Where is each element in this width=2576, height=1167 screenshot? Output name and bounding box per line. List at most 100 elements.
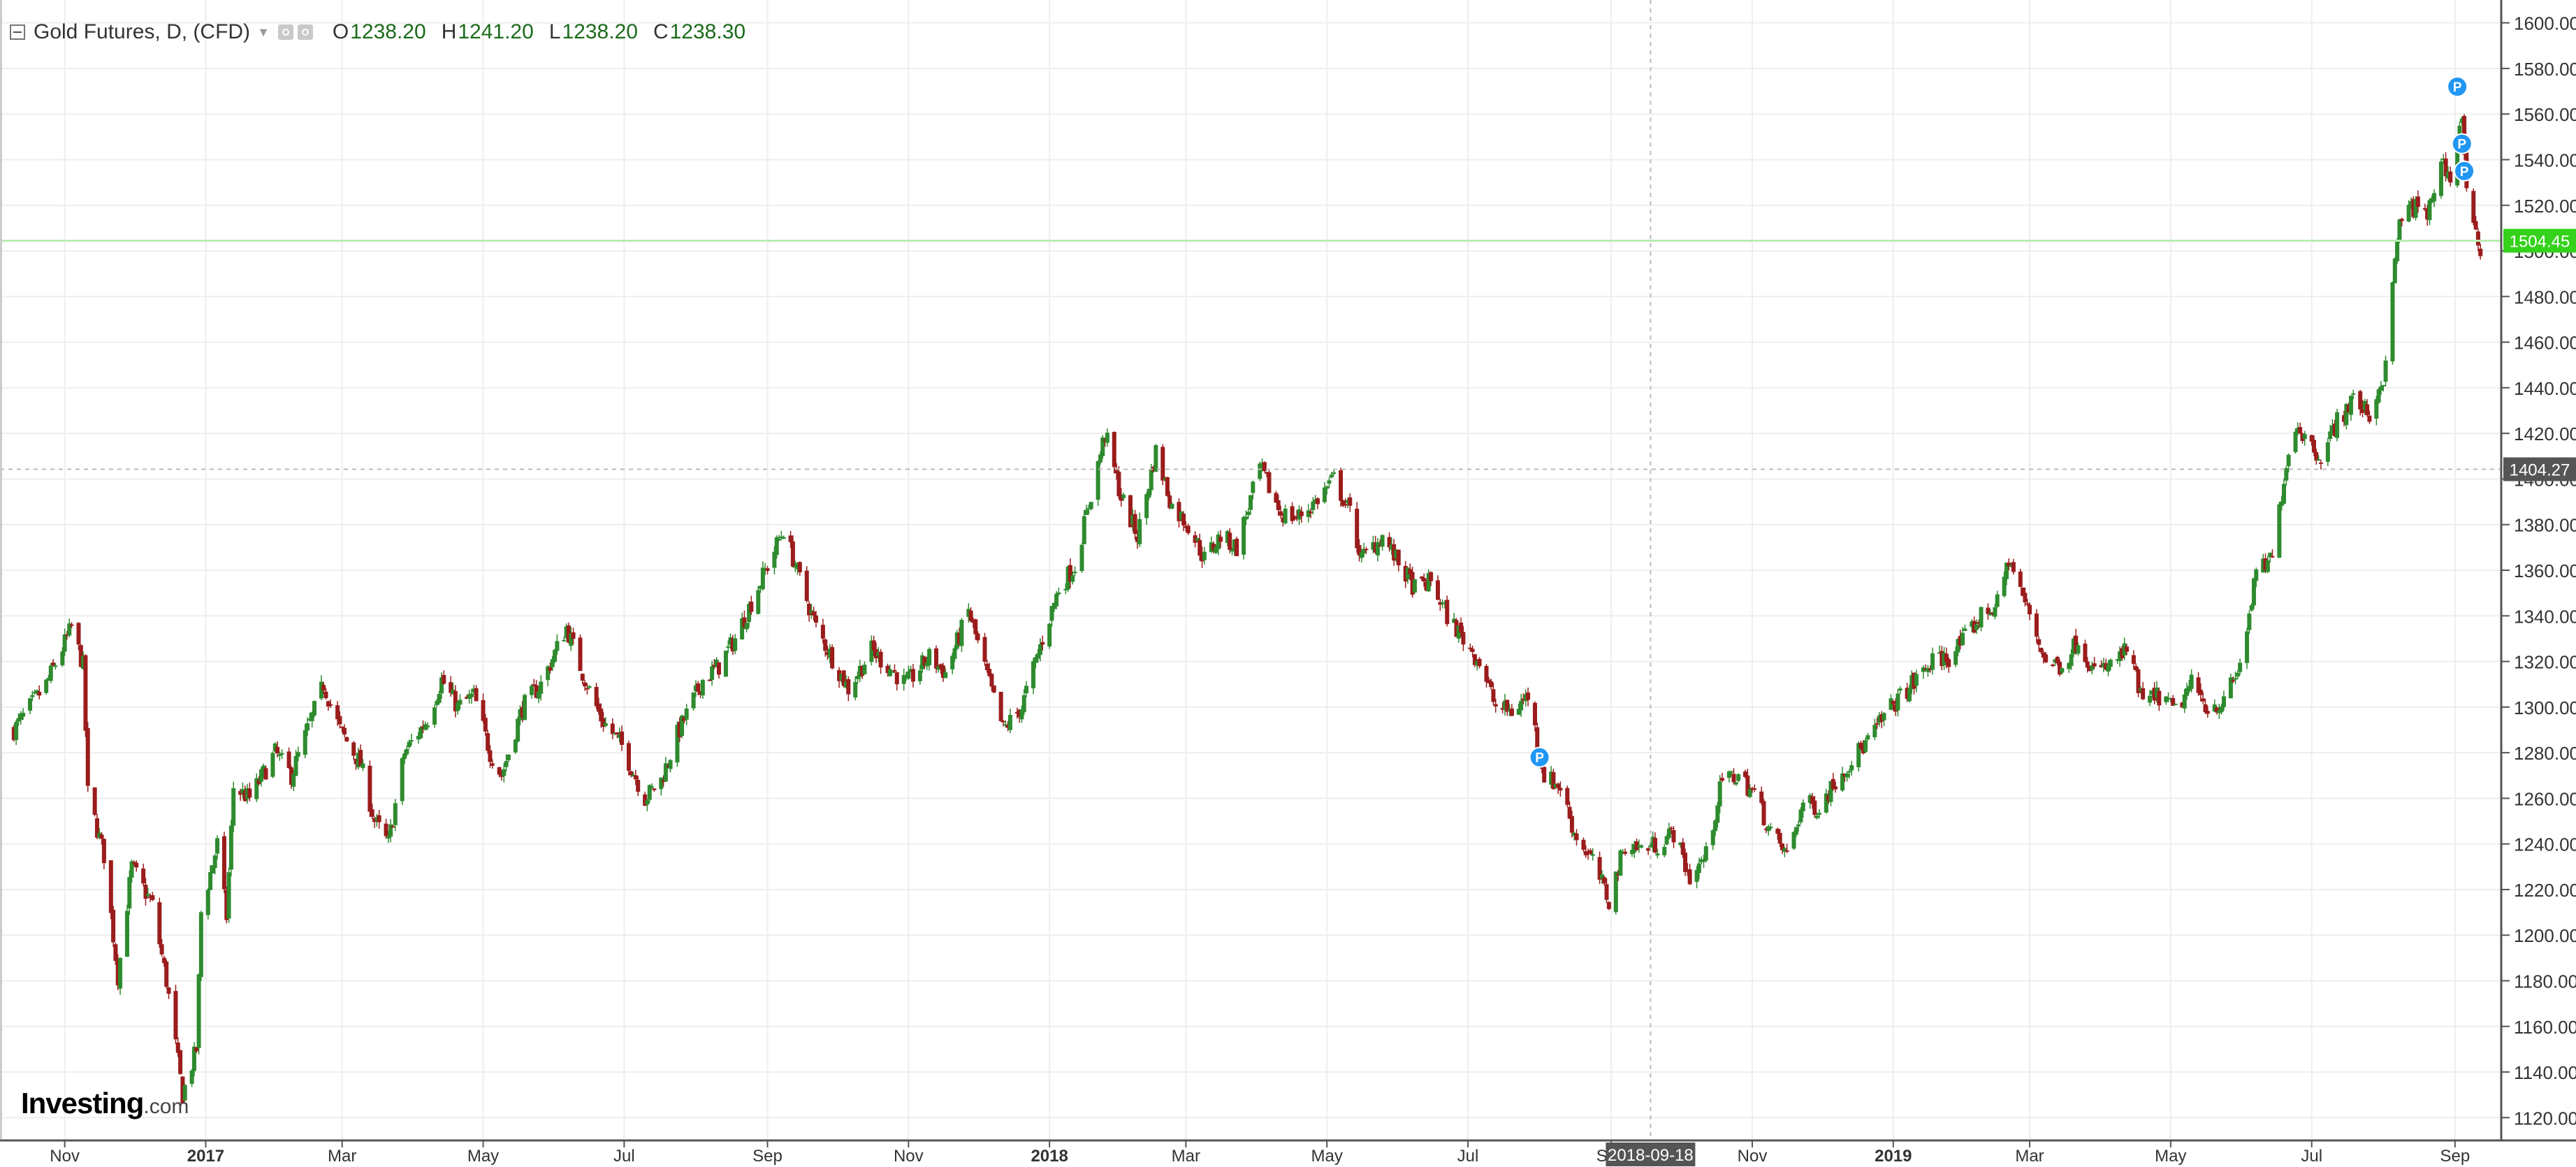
candle-up[interactable] <box>1796 824 1801 827</box>
candle-down[interactable] <box>161 957 166 964</box>
candle-down[interactable] <box>465 696 470 700</box>
candle-up[interactable] <box>1768 827 1773 829</box>
candle-up[interactable] <box>2090 665 2095 670</box>
candle-down[interactable] <box>490 763 495 766</box>
candle-up[interactable] <box>1733 782 1738 785</box>
candle-down[interactable] <box>1893 704 1898 712</box>
candle-up[interactable] <box>781 537 786 539</box>
candle-down[interactable] <box>2318 462 2323 464</box>
candle-up[interactable] <box>1618 850 1623 876</box>
candle-down[interactable] <box>2041 652 2046 658</box>
candle-down[interactable] <box>878 651 883 668</box>
candle-down[interactable] <box>2007 563 2011 567</box>
candle-down[interactable] <box>1436 580 1441 600</box>
candle-up[interactable] <box>67 623 72 636</box>
candle-up[interactable] <box>647 785 652 800</box>
candle-down[interactable] <box>636 779 641 792</box>
candle-up[interactable] <box>2187 686 2192 691</box>
candle-down[interactable] <box>1295 516 1300 518</box>
candle-up[interactable] <box>60 651 65 665</box>
candle-down[interactable] <box>968 610 973 621</box>
candle-down[interactable] <box>532 684 537 686</box>
candle-up[interactable] <box>1100 437 1105 456</box>
candle-up[interactable] <box>1613 871 1618 913</box>
candle-down[interactable] <box>1186 525 1191 534</box>
candle-up[interactable] <box>28 698 33 711</box>
candle-down[interactable] <box>1749 788 1754 790</box>
candle-down[interactable] <box>2365 404 2370 416</box>
candle-up[interactable] <box>1047 623 1052 647</box>
candle-down[interactable] <box>1068 565 1072 582</box>
candle-up[interactable] <box>435 700 439 706</box>
candle-down[interactable] <box>2131 655 2136 665</box>
candle-down[interactable] <box>991 685 996 693</box>
candle-up[interactable] <box>44 679 49 693</box>
candle-down[interactable] <box>1000 720 1005 723</box>
candle-up[interactable] <box>1953 651 1958 665</box>
candle-up[interactable] <box>469 693 474 697</box>
candle-down[interactable] <box>1357 545 1362 556</box>
candle-down[interactable] <box>811 611 816 616</box>
candle-up[interactable] <box>1035 653 1040 659</box>
candle-down[interactable] <box>1373 542 1378 553</box>
candle-up[interactable] <box>16 718 21 722</box>
candle-up[interactable] <box>1648 845 1653 848</box>
candle-down[interactable] <box>1181 514 1186 525</box>
candle-up[interactable] <box>2108 660 2113 667</box>
candle-up[interactable] <box>458 700 463 705</box>
candle-up[interactable] <box>1694 869 1699 882</box>
candle-down[interactable] <box>1683 853 1688 872</box>
candle-up[interactable] <box>1696 863 1701 874</box>
candle-down[interactable] <box>1775 828 1780 834</box>
candle-down[interactable] <box>873 649 878 659</box>
candle-down[interactable] <box>131 862 136 864</box>
candle-down[interactable] <box>1343 504 1348 506</box>
candle-down[interactable] <box>1438 602 1443 605</box>
candle-up[interactable] <box>2235 672 2240 677</box>
candle-down[interactable] <box>1905 688 1909 700</box>
candle-down[interactable] <box>1509 708 1514 716</box>
candle-up[interactable] <box>2002 577 2007 596</box>
candle-down[interactable] <box>1274 493 1279 503</box>
candle-down[interactable] <box>2124 646 2129 652</box>
candle-up[interactable] <box>564 626 569 638</box>
candle-up[interactable] <box>740 618 745 640</box>
candle-down[interactable] <box>1198 539 1202 556</box>
candle-down[interactable] <box>1687 869 1692 885</box>
candle-up[interactable] <box>2374 399 2379 419</box>
candle-up[interactable] <box>2281 484 2286 504</box>
candle-down[interactable] <box>1500 708 1505 710</box>
candle-up[interactable] <box>613 732 618 734</box>
candle-up[interactable] <box>1056 592 1061 595</box>
candle-down[interactable] <box>2314 451 2319 461</box>
candle-down[interactable] <box>2475 231 2480 246</box>
candle-down[interactable] <box>1505 700 1510 712</box>
candle-up[interactable] <box>1828 781 1833 802</box>
candle-up[interactable] <box>1230 550 1235 552</box>
candle-down[interactable] <box>483 718 488 732</box>
candle-down[interactable] <box>1489 681 1494 688</box>
candle-down[interactable] <box>860 665 865 676</box>
candle-up[interactable] <box>2457 125 2462 140</box>
candle-down[interactable] <box>1879 714 1884 722</box>
candle-down[interactable] <box>2203 704 2208 713</box>
candle-up[interactable] <box>356 753 361 768</box>
candle-up[interactable] <box>2279 501 2284 506</box>
candle-down[interactable] <box>1410 572 1415 595</box>
candle-up[interactable] <box>2166 697 2171 700</box>
candle-up[interactable] <box>1639 845 1644 848</box>
candle-up[interactable] <box>1877 715 1882 723</box>
candle-down[interactable] <box>370 809 374 817</box>
candle-down[interactable] <box>957 632 962 644</box>
candle-down[interactable] <box>242 790 247 802</box>
candle-down[interactable] <box>1777 832 1782 844</box>
candle-up[interactable] <box>48 665 53 681</box>
candle-down[interactable] <box>1977 621 1981 624</box>
candle-up[interactable] <box>1063 588 1068 590</box>
candle-up[interactable] <box>1389 544 1394 550</box>
candle-up[interactable] <box>1662 847 1667 855</box>
candle-down[interactable] <box>92 787 97 815</box>
candle-up[interactable] <box>240 789 245 793</box>
candle-up[interactable] <box>1703 846 1708 861</box>
candle-up[interactable] <box>631 774 636 777</box>
